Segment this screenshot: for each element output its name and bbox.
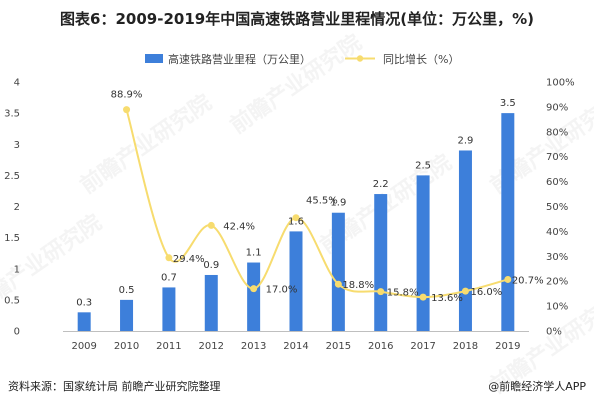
x-tick-label: 2012 <box>199 341 224 352</box>
y-right-tick-label: 20% <box>546 277 568 288</box>
y-left-tick-label: 1.5 <box>4 233 20 244</box>
axes: 00.511.522.533.540%10%20%30%40%50%60%70%… <box>4 78 575 353</box>
growth-value-label: 17.0% <box>266 285 298 296</box>
bar <box>162 287 176 331</box>
growth-point <box>165 254 173 262</box>
brand-note: @前瞻经济学人APP <box>488 380 586 393</box>
x-tick-label: 2015 <box>326 341 351 352</box>
bar-value-label: 0.3 <box>76 297 92 308</box>
bar <box>416 175 430 331</box>
bar <box>374 194 388 331</box>
bar <box>331 212 345 331</box>
legend-label: 同比增长（%） <box>383 52 459 66</box>
growth-value-label: 45.5% <box>306 196 338 207</box>
bar-value-label: 2.5 <box>415 160 431 171</box>
x-tick-label: 2019 <box>495 341 520 352</box>
y-left-tick-label: 4 <box>14 78 20 89</box>
y-left-tick-label: 2 <box>14 202 20 213</box>
growth-value-label: 13.6% <box>431 293 463 304</box>
bar <box>204 274 218 331</box>
growth-value-label: 16.0% <box>470 287 502 298</box>
growth-value-label: 18.8% <box>342 280 374 291</box>
y-left-tick-label: 3 <box>14 140 20 151</box>
watermark-text: 前瞻产业研究院 <box>75 89 216 199</box>
bar-value-label: 2.2 <box>373 179 389 190</box>
growth-point <box>461 287 469 295</box>
bar <box>501 113 515 331</box>
legend-label: 高速铁路营业里程（万公里） <box>168 52 311 66</box>
bar-value-label: 0.7 <box>161 272 177 283</box>
x-tick-label: 2016 <box>368 341 393 352</box>
y-right-tick-label: 100% <box>546 78 575 89</box>
x-tick-label: 2013 <box>241 341 266 352</box>
y-left-tick-label: 2.5 <box>4 171 20 182</box>
y-right-tick-label: 70% <box>546 152 568 163</box>
growth-point <box>123 106 131 114</box>
watermark-text: 前瞻产业研究院 <box>225 29 366 139</box>
growth-point <box>334 280 342 288</box>
y-right-tick-label: 10% <box>546 302 568 313</box>
x-tick-label: 2009 <box>71 341 96 352</box>
growth-point <box>504 275 512 283</box>
data-labels: 0.3 0.5 0.7 0.9 1.1 1.6 1.9 2.2 2.5 2.9 3.5 88.9% 29… <box>76 90 543 309</box>
x-tick-label: 2011 <box>156 341 181 352</box>
bar-value-label: 2.9 <box>458 135 474 146</box>
growth-point <box>250 285 258 293</box>
x-tick-label: 2018 <box>453 341 478 352</box>
bar-value-label: 1.1 <box>246 248 262 259</box>
growth-value-label: 15.8% <box>387 288 419 299</box>
y-right-tick-label: 60% <box>546 177 568 188</box>
y-right-tick-label: 90% <box>546 102 568 113</box>
x-tick-label: 2017 <box>410 341 435 352</box>
source-note: 资料来源：国家统计局 前瞻产业研究院整理 <box>8 380 221 393</box>
y-right-tick-label: 30% <box>546 252 568 263</box>
legend-bar-swatch <box>145 54 163 63</box>
y-left-tick-label: 0.5 <box>4 295 20 306</box>
growth-value-label: 42.4% <box>223 221 255 232</box>
bar-value-label: 0.5 <box>119 285 135 296</box>
bar <box>289 231 303 331</box>
growth-line <box>123 106 512 301</box>
y-right-tick-label: 80% <box>546 127 568 138</box>
growth-point <box>292 214 300 222</box>
growth-value-label: 29.4% <box>173 254 205 265</box>
growth-point <box>377 288 385 296</box>
bar-value-label: 1.6 <box>288 216 304 227</box>
y-left-tick-label: 0 <box>14 327 20 338</box>
bar <box>458 150 472 331</box>
x-tick-label: 2010 <box>114 341 139 352</box>
y-right-tick-label: 40% <box>546 227 568 238</box>
y-right-tick-label: 50% <box>546 202 568 213</box>
growth-value-label: 88.9% <box>111 90 143 101</box>
x-tick-label: 2014 <box>283 341 308 352</box>
bar-value-label: 1.9 <box>330 198 346 209</box>
bar <box>247 262 261 331</box>
legend-line-marker <box>356 55 364 62</box>
legend: 高速铁路营业里程（万公里） 同比增长（%） <box>145 52 459 66</box>
y-right-tick-label: 0% <box>546 327 562 338</box>
bars <box>77 113 515 331</box>
bar-value-label: 0.9 <box>203 260 219 271</box>
bar <box>77 312 91 331</box>
bar-value-label: 3.5 <box>500 98 516 109</box>
bar <box>120 299 134 331</box>
chart-title: 图表6：2009-2019年中国高速铁路营业里程情况(单位：万公里，%) <box>60 10 534 28</box>
growth-point <box>419 293 427 301</box>
y-left-tick-label: 1 <box>14 264 20 275</box>
growth-point <box>207 221 215 229</box>
growth-value-label: 20.7% <box>512 275 544 286</box>
y-left-tick-label: 3.5 <box>4 109 20 120</box>
